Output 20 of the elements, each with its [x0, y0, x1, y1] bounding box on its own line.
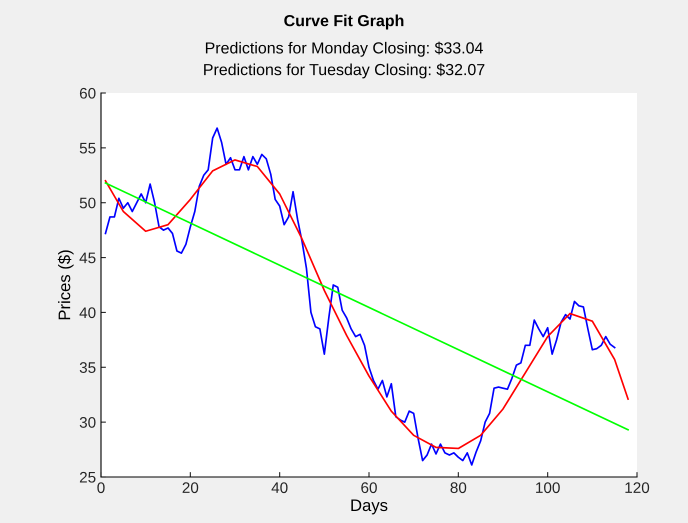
chart-subtitle: Predictions for Monday Closing: $33.04 Predictions for Tuesday Closing: $32.07	[204, 42, 484, 78]
y-tick-label: 25	[80, 472, 96, 483]
x-tick-label: 60	[361, 482, 377, 494]
y-tick-label: 55	[80, 142, 96, 154]
x-tick-label: 20	[182, 482, 198, 494]
y-tick-label: 30	[80, 417, 96, 428]
x-tick-label: 80	[450, 482, 466, 494]
x-axis-title: Days	[351, 499, 388, 514]
y-tick-label: 50	[80, 198, 96, 208]
y-tick-label: 60	[80, 88, 96, 99]
chart-title: Curve Fit Graph	[284, 14, 404, 30]
y-tick-label: 40	[80, 307, 96, 318]
x-tick-label: 120	[625, 482, 650, 494]
y-tick-label: 35	[80, 362, 96, 373]
y-axis-title: Prices ($)	[58, 250, 74, 320]
x-tick-label: 0	[97, 482, 105, 494]
line-series	[104, 127, 616, 466]
x-tick-label: 40	[272, 482, 288, 494]
x-tick-label: 100	[536, 482, 560, 494]
y-tick-label: 45	[80, 252, 96, 264]
